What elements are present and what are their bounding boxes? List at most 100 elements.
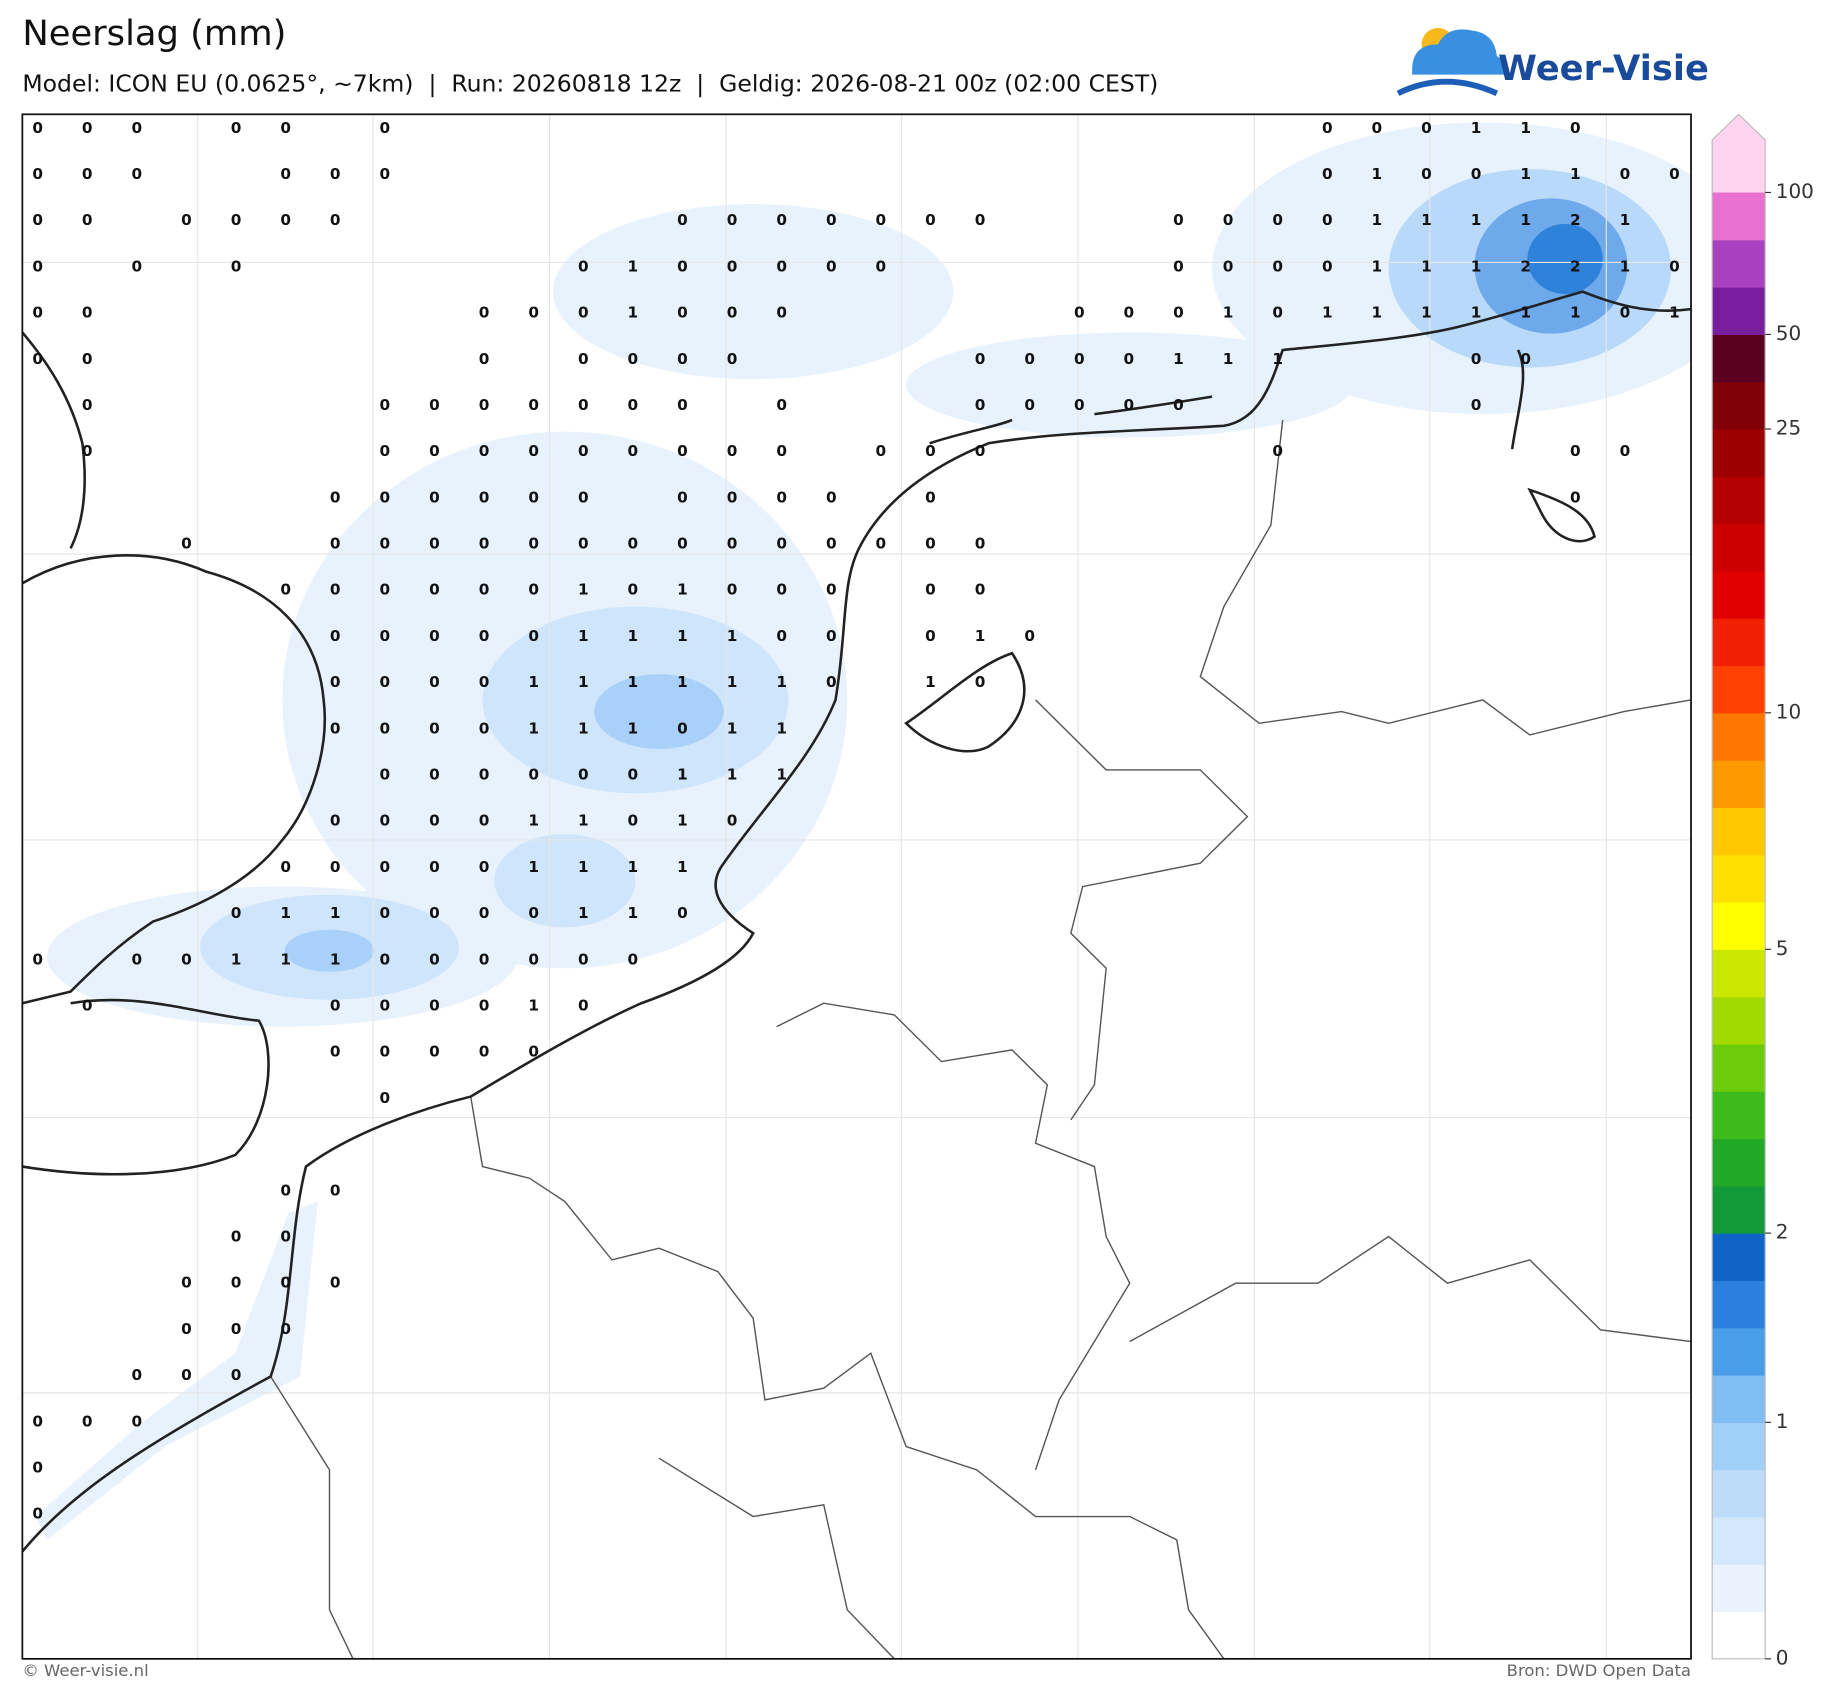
colorbar-tick-label: 0 — [1776, 1646, 1789, 1669]
grid-value: 0 — [776, 304, 787, 322]
grid-value: 0 — [280, 1228, 291, 1246]
grid-value: 0 — [677, 488, 688, 506]
colorbar-segment — [1712, 428, 1766, 477]
grid-value: 0 — [1074, 304, 1085, 322]
grid-value: 0 — [1570, 488, 1581, 506]
grid-value: 0 — [132, 1366, 143, 1384]
grid-value: 0 — [82, 350, 93, 368]
grid-value: 0 — [826, 535, 837, 553]
grid-value: 0 — [82, 211, 93, 229]
grid-value: 1 — [578, 858, 589, 876]
grid-value: 0 — [1669, 257, 1680, 275]
grid-value: 1 — [1669, 304, 1680, 322]
grid-value: 0 — [628, 350, 639, 368]
grid-value: 0 — [330, 211, 341, 229]
grid-value: 0 — [479, 488, 490, 506]
grid-value: 0 — [528, 766, 539, 784]
grid-value: 0 — [330, 535, 341, 553]
grid-value: 1 — [677, 766, 688, 784]
grid-value: 0 — [628, 581, 639, 599]
grid-value: 0 — [429, 858, 440, 876]
colorbar-segment — [1712, 1091, 1766, 1140]
grid-value: 0 — [479, 627, 490, 645]
grid-value: 0 — [132, 1412, 143, 1430]
grid-value: 1 — [677, 858, 688, 876]
grid-value: 0 — [876, 442, 887, 460]
grid-value: 0 — [380, 904, 391, 922]
grid-value: 0 — [628, 535, 639, 553]
grid-value: 1 — [628, 673, 639, 691]
grid-value: 0 — [429, 581, 440, 599]
grid-value: 0 — [1074, 350, 1085, 368]
grid-value: 0 — [132, 257, 143, 275]
grid-value: 0 — [677, 304, 688, 322]
colorbar-extension — [1712, 114, 1766, 193]
colorbar-segment — [1712, 949, 1766, 998]
colorbar-segment — [1712, 1138, 1766, 1187]
grid-value: 1 — [925, 673, 936, 691]
grid-value: 0 — [1372, 119, 1383, 137]
grid-value: 1 — [727, 719, 738, 737]
grid-value: 1 — [528, 858, 539, 876]
grid-value: 0 — [826, 673, 837, 691]
grid-value: 0 — [330, 858, 341, 876]
colorbar-segment — [1712, 807, 1766, 856]
grid-value: 0 — [925, 211, 936, 229]
grid-value: 0 — [1124, 304, 1135, 322]
grid-value: 0 — [776, 211, 787, 229]
grid-value: 0 — [280, 858, 291, 876]
grid-value: 1 — [628, 304, 639, 322]
grid-value: 0 — [32, 1412, 43, 1430]
grid-value: 0 — [1669, 165, 1680, 183]
grid-value: 0 — [330, 488, 341, 506]
grid-value: 0 — [528, 535, 539, 553]
colorbar-segment — [1712, 334, 1766, 383]
grid-value: 0 — [975, 581, 986, 599]
grid-value: 1 — [1223, 304, 1234, 322]
grid-value: 1 — [776, 673, 787, 691]
grid-value: 0 — [578, 442, 589, 460]
grid-value: 0 — [132, 119, 143, 137]
grid-value: 0 — [528, 488, 539, 506]
grid-value: 0 — [1173, 396, 1184, 414]
grid-value: 0 — [1223, 211, 1234, 229]
grid-value: 0 — [727, 257, 738, 275]
grid-value: 0 — [82, 396, 93, 414]
grid-value: 0 — [628, 396, 639, 414]
grid-value: 0 — [925, 488, 936, 506]
colorbar-segment — [1712, 1327, 1766, 1376]
grid-value: 0 — [82, 119, 93, 137]
colorbar-segment — [1712, 1516, 1766, 1565]
grid-value: 0 — [181, 950, 192, 968]
grid-value: 0 — [429, 904, 440, 922]
grid-value: 0 — [280, 1320, 291, 1338]
grid-value: 0 — [578, 766, 589, 784]
grid-value: 0 — [32, 1505, 43, 1523]
grid-value: 0 — [231, 1274, 242, 1292]
grid-value: 0 — [727, 350, 738, 368]
grid-value: 0 — [1074, 396, 1085, 414]
grid-value: 0 — [727, 535, 738, 553]
grid-value: 0 — [826, 211, 837, 229]
colorbar-segment — [1712, 902, 1766, 950]
grid-value: 0 — [1322, 119, 1333, 137]
grid-value: 0 — [677, 211, 688, 229]
grid-value: 0 — [330, 1043, 341, 1061]
grid-value: 0 — [925, 627, 936, 645]
grid-value: 0 — [82, 997, 93, 1015]
grid-value: 0 — [1272, 257, 1283, 275]
grid-value: 0 — [876, 535, 887, 553]
grid-value: 0 — [975, 350, 986, 368]
colorbar-segment — [1712, 1469, 1766, 1518]
grid-value: 0 — [231, 1320, 242, 1338]
grid-value: 0 — [231, 1366, 242, 1384]
grid-value: 1 — [578, 904, 589, 922]
grid-value: 1 — [1520, 304, 1531, 322]
source: Bron: DWD Open Data — [1507, 1661, 1691, 1680]
grid-value: 1 — [1372, 257, 1383, 275]
grid-value: 0 — [32, 119, 43, 137]
colorbar-segment — [1712, 523, 1766, 572]
grid-value: 0 — [727, 488, 738, 506]
colorbar-segment — [1712, 476, 1766, 525]
grid-value: 0 — [429, 396, 440, 414]
